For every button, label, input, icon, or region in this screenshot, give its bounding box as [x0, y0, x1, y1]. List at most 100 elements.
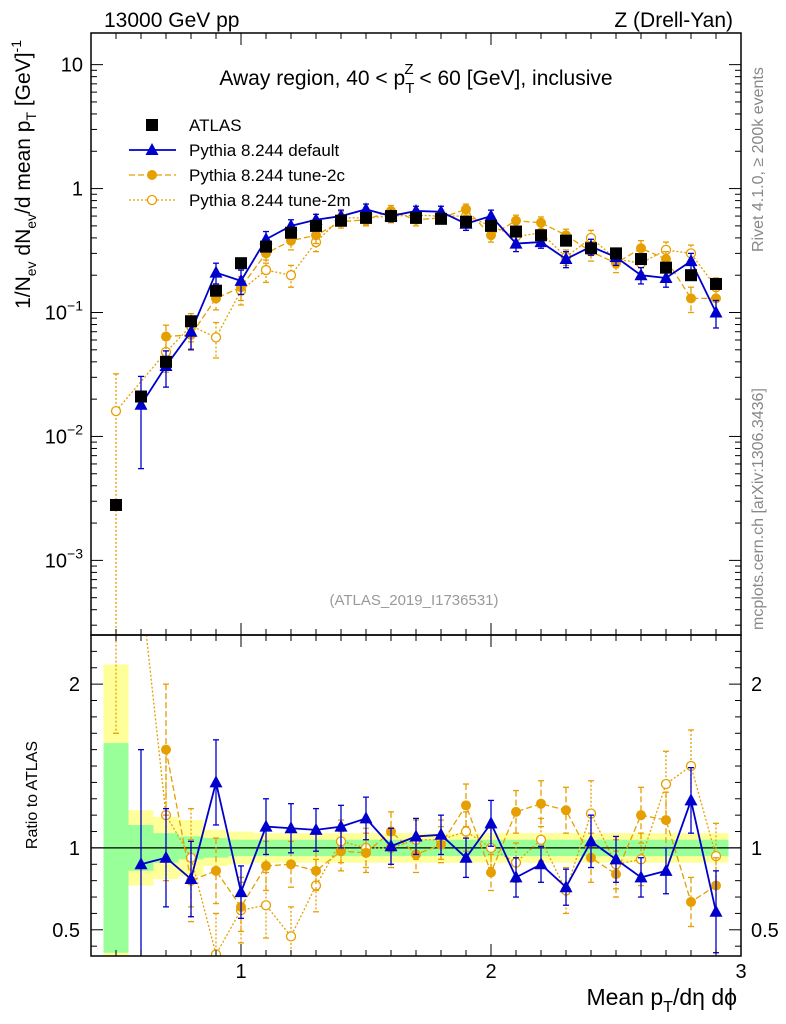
data-point	[459, 850, 473, 863]
data-point	[209, 775, 223, 788]
data-point	[684, 793, 698, 806]
data-point	[661, 254, 671, 265]
data-point	[284, 821, 298, 834]
data-point	[335, 214, 347, 227]
data-point	[535, 834, 547, 845]
data-point	[235, 257, 247, 270]
data-point	[710, 277, 722, 290]
y-axis-label: 1/Nev dNev/d mean pT [GeV]-1	[8, 40, 39, 309]
legend-label: ATLAS	[189, 116, 242, 135]
data-point	[311, 230, 321, 241]
data-point	[559, 880, 573, 893]
legend-marker	[147, 170, 157, 180]
data-point	[686, 293, 696, 304]
data-point	[409, 829, 423, 842]
y-tick-label: 1	[72, 179, 83, 201]
data-point	[511, 215, 521, 226]
series-line	[115, 214, 717, 412]
y-tick-label: 10−2	[45, 421, 83, 448]
data-point	[134, 857, 148, 870]
legend-item: ATLAS	[146, 116, 242, 135]
legend: ATLAS Pythia 8.244 default Pythia 8.244 tu…	[129, 116, 351, 210]
data-point	[659, 270, 673, 283]
data-point	[209, 265, 223, 278]
data-point	[634, 268, 648, 281]
data-point	[110, 498, 122, 511]
data-point	[609, 852, 623, 865]
data-point	[486, 230, 496, 241]
data-point	[634, 870, 648, 883]
legend-item: Pythia 8.244 default	[129, 141, 340, 160]
data-point	[260, 240, 272, 253]
data-point	[461, 800, 471, 811]
data-point	[536, 217, 546, 228]
ratio-y-tick-label: 0.5	[52, 920, 80, 942]
x-tick-label: 1	[235, 961, 246, 983]
data-point	[510, 225, 522, 238]
data-point	[110, 405, 122, 417]
y-tick-label: 10	[61, 55, 83, 77]
rivet-version-label: Rivet 4.1.0, ≥ 200k events	[750, 67, 767, 252]
data-point	[259, 819, 273, 832]
data-point	[160, 355, 172, 368]
data-point	[310, 219, 322, 232]
data-point	[211, 865, 221, 876]
data-point	[336, 846, 346, 857]
ratio-y-tick-label: 1	[751, 838, 762, 860]
data-point	[485, 219, 497, 232]
data-point	[285, 270, 297, 281]
y-tick-label: 10−3	[45, 545, 83, 572]
legend-marker	[146, 194, 158, 206]
data-point	[260, 264, 272, 276]
data-point	[360, 211, 372, 224]
data-point	[536, 798, 546, 809]
data-point	[660, 261, 672, 274]
series-pythia-8-244-default	[134, 739, 723, 956]
data-point	[410, 211, 422, 224]
data-point	[334, 819, 348, 832]
ratio-y-tick-label: 2	[69, 674, 80, 696]
data-point	[384, 839, 398, 852]
data-point	[636, 243, 646, 254]
series-pythia-8-244-tune-2m	[110, 208, 722, 635]
legend-label: Pythia 8.244 tune-2m	[189, 191, 351, 210]
data-point	[509, 236, 523, 249]
data-point	[511, 806, 521, 817]
data-point	[484, 816, 498, 829]
legend-label: Pythia 8.244 tune-2c	[189, 166, 345, 185]
data-point	[661, 815, 671, 826]
data-point	[161, 744, 171, 755]
data-point	[461, 204, 471, 215]
data-point	[112, 352, 121, 361]
series-pythia-8-244-default	[134, 202, 723, 470]
data-point	[686, 896, 696, 907]
data-point	[210, 284, 222, 297]
x-tick-label: 3	[735, 961, 746, 983]
ratio-y-tick-label: 0.5	[751, 920, 779, 942]
legend-marker	[145, 143, 159, 155]
main-panel: 10−3 10−2 10−1 1 10 Away region, 40 < pTZ < …	[8, 32, 742, 636]
data-point	[635, 253, 647, 266]
series-pythia-8-244-tune-2m	[112, 352, 722, 956]
data-point	[434, 827, 448, 840]
data-point	[361, 847, 371, 858]
analysis-watermark: (ATLAS_2019_I1736531)	[329, 592, 498, 609]
data-point	[285, 226, 297, 239]
legend-item: Pythia 8.244 tune-2m	[129, 191, 351, 210]
data-point	[460, 826, 472, 837]
data-point	[709, 904, 723, 917]
data-point	[660, 778, 672, 790]
data-point	[535, 229, 547, 242]
data-point	[210, 332, 222, 343]
data-point	[636, 810, 646, 821]
data-point	[261, 860, 271, 871]
data-point	[234, 273, 248, 286]
process-label: Z (Drell-Yan)	[614, 9, 733, 32]
series-line	[165, 208, 716, 338]
panel-title: Away region, 40 < pTZ < 60 [GeV], inclus…	[219, 61, 612, 97]
x-axis-label: Mean pT/dη dϕ	[586, 984, 737, 1016]
legend-label: Pythia 8.244 default	[189, 141, 340, 160]
collision-label: 13000 GeV pp	[104, 9, 239, 32]
data-point	[610, 247, 622, 260]
data-point	[260, 900, 272, 911]
